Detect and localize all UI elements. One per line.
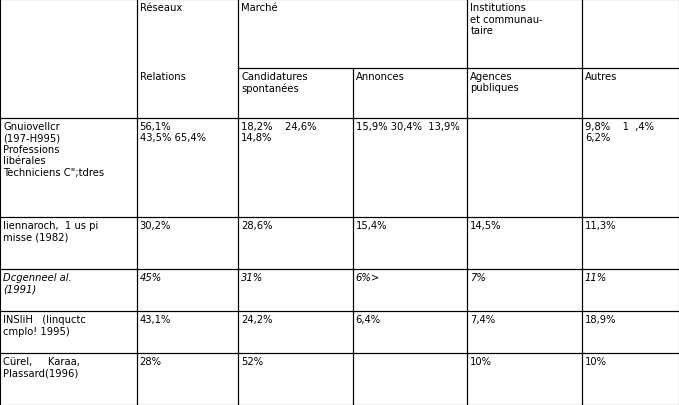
- Text: Marché: Marché: [241, 3, 278, 13]
- Text: 15,4%: 15,4%: [356, 220, 387, 230]
- Text: Dcgenneel al.
(1991): Dcgenneel al. (1991): [3, 272, 71, 294]
- Text: 11,3%: 11,3%: [585, 220, 617, 230]
- Text: 15,9% 30,4%  13,9%: 15,9% 30,4% 13,9%: [356, 121, 460, 131]
- Text: Candidatures
spontanées: Candidatures spontanées: [241, 72, 308, 94]
- Text: Annonces: Annonces: [356, 72, 405, 82]
- Text: Relations: Relations: [140, 72, 185, 82]
- Text: 7,4%: 7,4%: [471, 314, 496, 324]
- Text: 30,2%: 30,2%: [140, 220, 171, 230]
- Text: Gnuiovellcr
(197-H995)
Professions
libérales
Techniciens C";tdres: Gnuiovellcr (197-H995) Professions libér…: [3, 121, 104, 177]
- Text: Agences
publiques: Agences publiques: [471, 72, 519, 93]
- Text: Cürel,     Karaa,
Plassard(1996): Cürel, Karaa, Plassard(1996): [3, 356, 80, 378]
- Text: Réseaux: Réseaux: [140, 3, 182, 13]
- Text: 52%: 52%: [241, 356, 263, 366]
- Text: Institutions
et communau-
taire: Institutions et communau- taire: [471, 3, 543, 36]
- Text: INSIiH   (linquctc
cmplo! 1995): INSIiH (linquctc cmplo! 1995): [3, 314, 86, 336]
- Text: 6%>: 6%>: [356, 272, 380, 282]
- Text: 10%: 10%: [471, 356, 492, 366]
- Text: 28,6%: 28,6%: [241, 220, 272, 230]
- Text: 14,5%: 14,5%: [471, 220, 502, 230]
- Text: 6,4%: 6,4%: [356, 314, 381, 324]
- Text: 56,1%
43,5% 65,4%: 56,1% 43,5% 65,4%: [140, 121, 206, 143]
- Text: 7%: 7%: [471, 272, 486, 282]
- Text: liennaroch,  1 us pi
misse (1982): liennaroch, 1 us pi misse (1982): [3, 220, 98, 242]
- Text: 9,8%    1  ,4%
6,2%: 9,8% 1 ,4% 6,2%: [585, 121, 654, 143]
- Text: 10%: 10%: [585, 356, 607, 366]
- Text: Autres: Autres: [585, 72, 617, 82]
- Text: 45%: 45%: [140, 272, 162, 282]
- Text: 11%: 11%: [585, 272, 607, 282]
- Text: 43,1%: 43,1%: [140, 314, 171, 324]
- Text: 18,2%    24,6%
14,8%: 18,2% 24,6% 14,8%: [241, 121, 316, 143]
- Text: 28%: 28%: [140, 356, 162, 366]
- Text: 24,2%: 24,2%: [241, 314, 272, 324]
- Text: 18,9%: 18,9%: [585, 314, 617, 324]
- Text: 31%: 31%: [241, 272, 263, 282]
